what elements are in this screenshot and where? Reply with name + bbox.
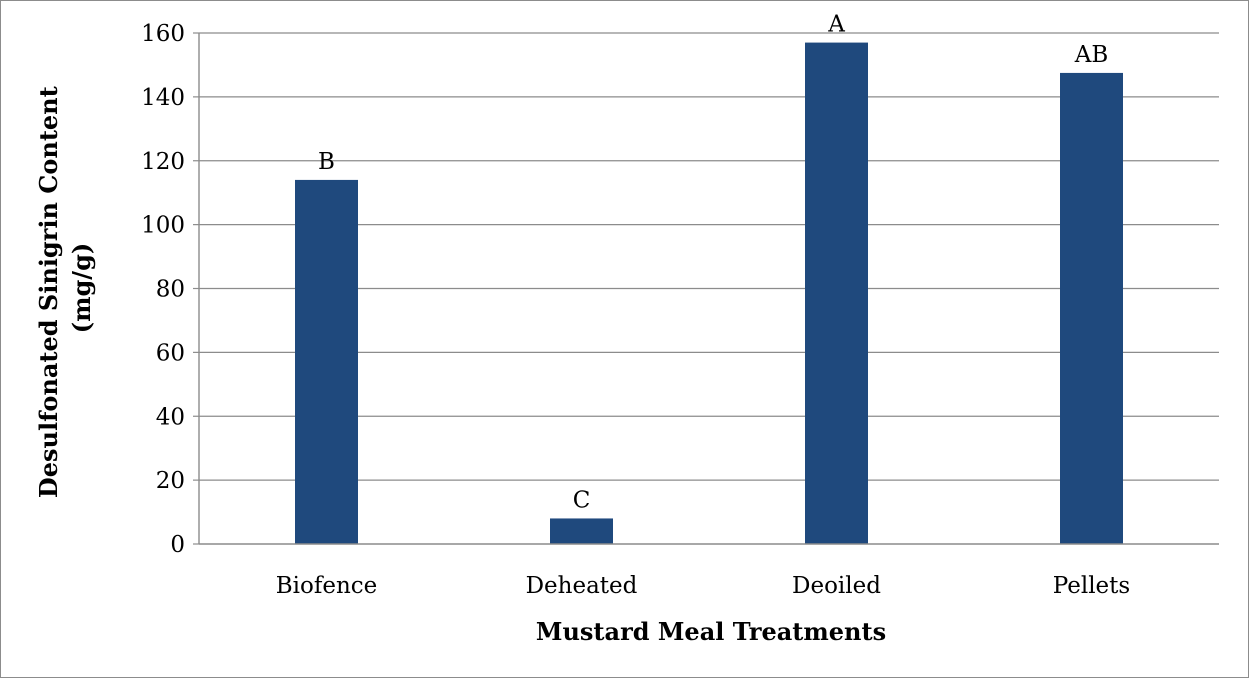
- x-tick-label: Deheated: [526, 573, 638, 599]
- gridlines: [199, 32, 1219, 481]
- y-tick-label: 20: [156, 468, 185, 494]
- y-axis-title: Desulfonated Sinigrin Content (mg/g): [34, 78, 96, 498]
- x-tick-label: Deoiled: [792, 573, 881, 599]
- data-label: AB: [1074, 42, 1109, 68]
- axes: [193, 32, 1219, 545]
- data-labels: B C A AB: [318, 12, 1108, 514]
- y-tick-label: 80: [156, 277, 185, 303]
- bars: [295, 42, 1123, 545]
- data-label: B: [318, 149, 335, 175]
- y-tick-label: 140: [141, 85, 185, 111]
- y-tick-label: 100: [141, 213, 185, 239]
- y-tick-label: 120: [141, 149, 185, 175]
- x-tick-labels: Biofence Deheated Deoiled Pellets: [276, 573, 1130, 599]
- x-tick-label: Biofence: [276, 573, 378, 599]
- y-tick-label: 0: [170, 532, 185, 558]
- data-label: A: [827, 12, 845, 38]
- x-tick-label: Pellets: [1053, 573, 1130, 599]
- y-tick-label: 40: [156, 404, 185, 430]
- y-axis-title-line-2: (mg/g): [67, 243, 96, 333]
- bar-deoiled: [805, 42, 868, 545]
- y-tick-label: 60: [156, 340, 185, 366]
- y-axis-title-line-1: Desulfonated Sinigrin Content: [34, 86, 63, 498]
- data-label: C: [573, 487, 591, 513]
- y-tick-labels: 0 20 40 60 80 100 120 140 160: [141, 21, 185, 558]
- y-tick-label: 160: [141, 21, 185, 47]
- bar-biofence: [295, 179, 358, 544]
- bar-pellets: [1060, 72, 1123, 544]
- x-axis-title: Mustard Meal Treatments: [536, 617, 886, 646]
- bar-deheated: [550, 518, 613, 544]
